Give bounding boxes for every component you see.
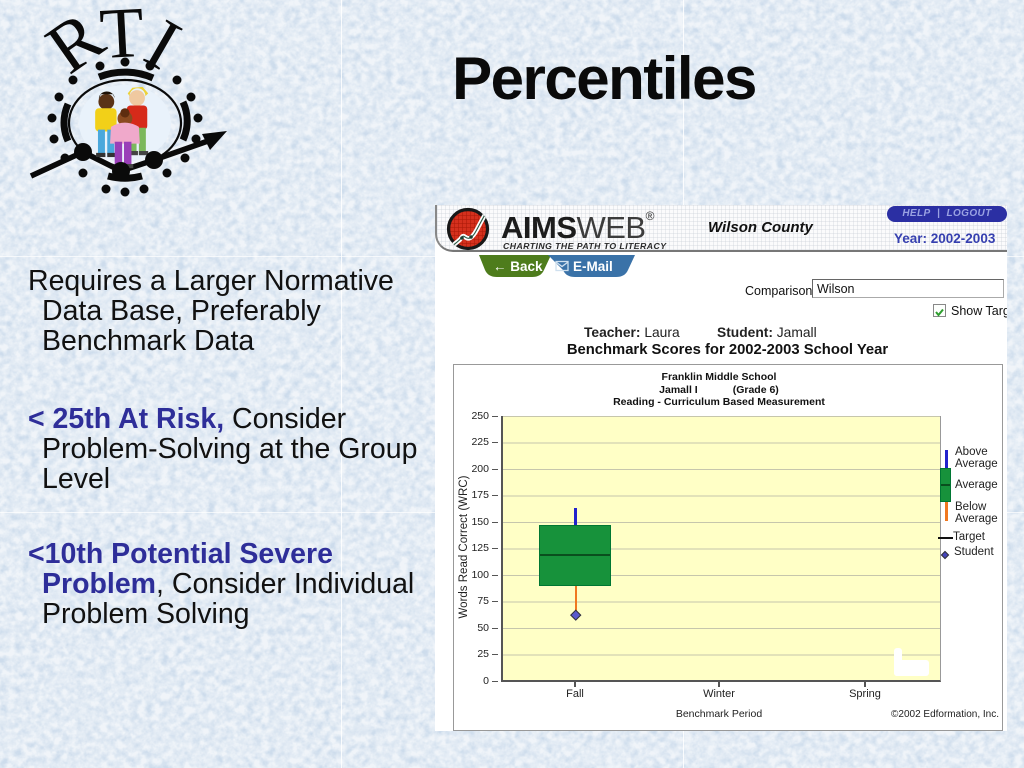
svg-text:← Back: ← Back (493, 259, 543, 274)
svg-text:E-Mail: E-Mail (573, 259, 613, 274)
